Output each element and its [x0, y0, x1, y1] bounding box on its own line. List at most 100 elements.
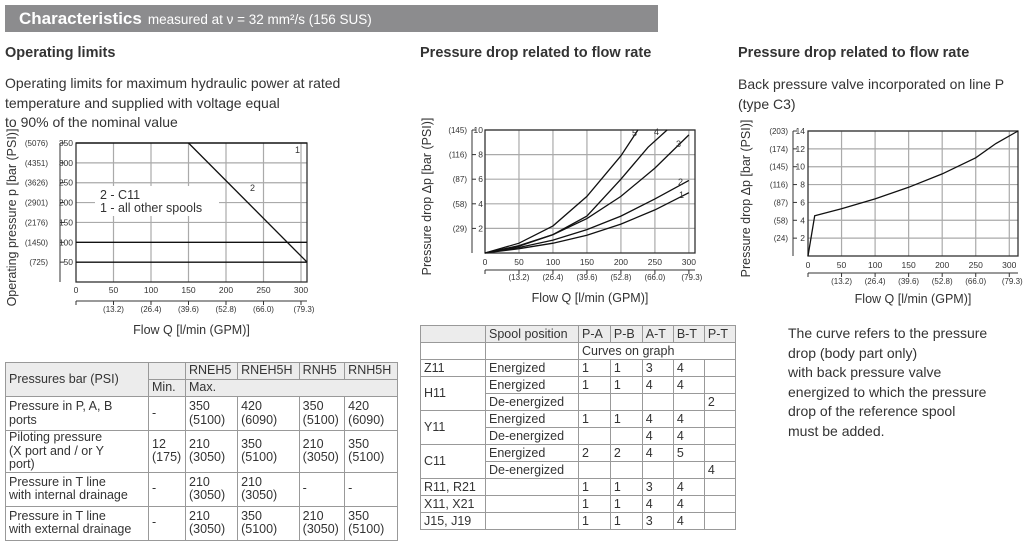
cell-line: - — [152, 405, 157, 420]
empty-cell — [485, 342, 579, 360]
max-value: 350 (5100) — [184, 396, 239, 431]
x-tick-label: 300 — [1002, 260, 1016, 270]
spool-position: Energized — [485, 359, 579, 377]
min-value: - — [148, 471, 186, 507]
cell-line: (5100) — [189, 412, 226, 427]
series-line-1 — [484, 192, 690, 254]
curve-number: 1 — [578, 512, 611, 530]
psi-tick-label: (2901) — [25, 199, 48, 208]
model-header: RNEH5H — [237, 362, 300, 380]
curve-note: The curve refers to the pressure drop (b… — [788, 324, 987, 441]
max-value: 210 (3050) — [298, 505, 346, 541]
y-tick-label: 2 — [800, 233, 805, 243]
gpm-tick-label: (52.8) — [932, 277, 953, 286]
text-line: Operating limits for maximum hydraulic p… — [5, 75, 341, 91]
max-value: - — [298, 471, 346, 507]
y-tick-label: 100 — [59, 237, 73, 247]
min-value: 12 (175) — [148, 430, 186, 473]
operating-limits-text: Operating limits for maximum hydraulic p… — [5, 74, 340, 133]
spool-curves-table: Spool position P-A P-B A-T B-T P-T Curves on g… — [420, 325, 737, 530]
column-header: P-T — [703, 325, 737, 343]
cell-line: 350 — [348, 436, 370, 451]
cell-line: (175) — [152, 450, 182, 465]
cell-line: - — [348, 481, 353, 496]
gpm-tick-label: (66.0) — [644, 273, 665, 282]
cell-line: (6090) — [348, 412, 385, 427]
psi-tick-label: (145) — [769, 163, 788, 172]
cell-line: (X port and / or Y — [9, 443, 104, 458]
x-tick-label: 150 — [181, 285, 195, 295]
curve-number: 1 — [609, 376, 643, 394]
section-header: Characteristics measured at ν = 32 mm²/s… — [5, 5, 658, 32]
header-cell: Pressures bar (PSI) — [5, 362, 149, 397]
cell-line: 210 — [189, 436, 210, 451]
gpm-tick-label: (13.2) — [831, 277, 852, 286]
table-row: Z11 Energized 1 1 3 4 — [420, 359, 737, 377]
series-line-5 — [484, 129, 639, 254]
psi-tick-label: (87) — [453, 175, 468, 184]
cell-line: with internal drainage — [9, 488, 128, 502]
x-tick-label: 300 — [294, 285, 308, 295]
section-title: Characteristics — [19, 9, 142, 28]
gpm-tick-label: (13.2) — [509, 273, 530, 282]
curve-number — [609, 427, 643, 445]
cell-line: 420 — [348, 399, 370, 413]
psi-tick-label: (3626) — [25, 179, 48, 188]
y-tick-label: 300 — [59, 158, 73, 168]
curve-number — [578, 427, 611, 445]
y-tick-label: 14 — [796, 126, 806, 136]
cell-line: 210 — [189, 474, 210, 489]
curve-number: 2 — [578, 444, 611, 462]
x-tick-label: 200 — [935, 260, 949, 270]
curve-number: 1 — [578, 376, 611, 394]
curve-number: 1 — [578, 478, 611, 496]
curve-number: 1 — [609, 359, 643, 377]
gpm-tick-label: (26.4) — [865, 277, 886, 286]
spool-position: De-energized — [485, 393, 579, 411]
curve-number — [703, 444, 737, 462]
gpm-tick-label: (13.2) — [103, 305, 124, 314]
curve-number — [641, 393, 674, 411]
cell-line: (5100) — [348, 522, 385, 536]
psi-tick-label: (5076) — [25, 139, 48, 148]
column-header: P-A — [578, 325, 611, 343]
y-tick-label: 6 — [478, 174, 483, 184]
cell-line: with external drainage — [9, 522, 132, 536]
y-tick-label: 200 — [59, 198, 73, 208]
cell-line: Pressure in T line — [9, 474, 106, 489]
gpm-tick-label: (79.3) — [294, 305, 315, 314]
x-tick-label: 100 — [546, 257, 560, 267]
curve-number: 4 — [641, 495, 674, 513]
y-tick-label: 50 — [64, 257, 74, 267]
y-tick-label: 2 — [478, 223, 483, 233]
legend-box — [95, 186, 219, 216]
plot-frame — [484, 129, 696, 254]
min-value: - — [148, 396, 186, 431]
cell-line: 350 — [241, 508, 262, 523]
series-label: 2 — [250, 183, 255, 193]
curve-number: 1 — [609, 410, 643, 428]
max-value: 350 (5100) — [298, 396, 346, 431]
x-axis-label: Flow Q [l/min (GPM)] — [133, 323, 250, 337]
curve-number: 1 — [609, 478, 643, 496]
y-tick-label: 8 — [478, 150, 483, 160]
curve-number: 5 — [672, 444, 705, 462]
psi-tick-label: (145) — [448, 126, 467, 135]
table-row: X11, X21 1 1 4 4 — [420, 495, 737, 513]
legend-entry: 1 - all other spools — [100, 201, 202, 215]
gpm-tick-label: (79.3) — [1002, 277, 1023, 286]
curve-number — [703, 359, 737, 377]
y-tick-label: 250 — [59, 178, 73, 188]
curve-number: 4 — [672, 427, 705, 445]
curve-number: 1 — [578, 495, 611, 513]
cell-line: 12 — [152, 436, 166, 451]
cell-line: - — [302, 481, 307, 496]
max-value: 350 (5100) — [237, 505, 300, 541]
cell-line: (5100) — [241, 450, 278, 465]
spool-cell: J15, J19 — [420, 512, 486, 530]
column-header: Spool position — [485, 325, 579, 343]
model-header: RNEH5 — [184, 362, 239, 380]
